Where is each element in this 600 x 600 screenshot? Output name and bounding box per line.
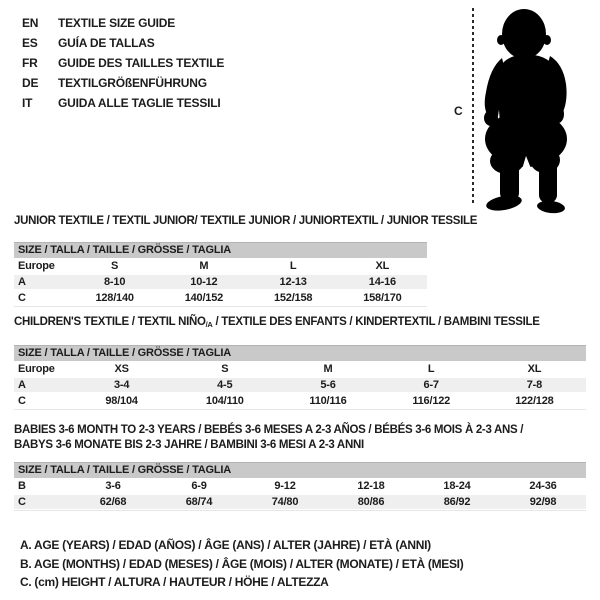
row-label: Europe bbox=[18, 363, 55, 375]
table-cell: 12-13 bbox=[279, 276, 307, 288]
language-title: TEXTILE SIZE GUIDE bbox=[58, 16, 176, 30]
language-code: DE bbox=[22, 76, 39, 90]
children-title-part: / TEXTILE DES ENFANTS / KINDERTEXTIL / B… bbox=[212, 316, 540, 328]
table-cell: 5-6 bbox=[320, 379, 336, 391]
table-cell: 158/170 bbox=[363, 292, 402, 304]
babies-section-title: BABIES 3-6 MONTH TO 2-3 YEARS / BEBÉS 3-… bbox=[14, 424, 524, 451]
table-row: Europe S M L XL bbox=[14, 258, 427, 274]
size-header-bar: SIZE / TALLA / TAILLE / GRÖSSE / TAGLIA bbox=[14, 242, 427, 258]
table-cell: XL bbox=[375, 260, 390, 272]
table-cell: 128/140 bbox=[95, 292, 134, 304]
table-cell: 14-16 bbox=[368, 276, 396, 288]
table-cell: 9-12 bbox=[274, 480, 296, 492]
baby-silhouette-image bbox=[484, 9, 567, 214]
table-cell: 122/128 bbox=[515, 395, 554, 407]
height-dashed-line bbox=[472, 8, 474, 206]
table-cell: 6-9 bbox=[191, 480, 207, 492]
language-row: EN TEXTILE SIZE GUIDE bbox=[22, 13, 224, 33]
row-label: A bbox=[18, 379, 26, 391]
language-title: GUÍA DE TALLAS bbox=[58, 36, 155, 50]
table-row: A 3-4 4-5 5-6 6-7 7-8 bbox=[14, 377, 586, 393]
language-code: FR bbox=[22, 56, 38, 70]
babies-size-table: SIZE / TALLA / TAILLE / GRÖSSE / TAGLIA B… bbox=[14, 462, 586, 511]
row-label: C bbox=[18, 395, 26, 407]
table-cell: 3-4 bbox=[113, 379, 130, 391]
table-cell: 116/122 bbox=[412, 395, 451, 407]
language-title-list: EN TEXTILE SIZE GUIDE ES GUÍA DE TALLAS … bbox=[22, 13, 224, 113]
table-cell: 80/86 bbox=[357, 496, 385, 508]
table-row: A 8-10 10-12 12-13 14-16 bbox=[14, 274, 427, 290]
children-title-part: CHILDREN'S TEXTILE / TEXTIL NIÑO bbox=[14, 316, 206, 328]
junior-section-title: JUNIOR TEXTILE / TEXTIL JUNIOR/ TEXTILE … bbox=[14, 215, 478, 227]
table-row: B 3-6 6-9 9-12 12-18 18-24 24-36 bbox=[14, 478, 586, 494]
table-row: Europe XS S M L XL bbox=[14, 361, 586, 377]
children-size-table: SIZE / TALLA / TAILLE / GRÖSSE / TAGLIA E… bbox=[14, 345, 586, 410]
language-row: DE TEXTILGRÖßENFÜHRUNG bbox=[22, 73, 224, 93]
note-age-years: A. AGE (YEARS) / EDAD (AÑOS) / ÂGE (ANS)… bbox=[20, 538, 431, 552]
table-cell: 12-18 bbox=[357, 480, 385, 492]
table-cell: 4-5 bbox=[217, 379, 233, 391]
table-cell: 18-24 bbox=[443, 480, 471, 492]
size-header-bar: SIZE / TALLA / TAILLE / GRÖSSE / TAGLIA bbox=[14, 462, 586, 478]
language-row: FR GUIDE DES TAILLES TEXTILE bbox=[22, 53, 224, 73]
language-row: ES GUÍA DE TALLAS bbox=[22, 33, 224, 53]
language-code: EN bbox=[22, 16, 39, 30]
table-cell: S bbox=[221, 363, 229, 375]
junior-size-table: SIZE / TALLA / TAILLE / GRÖSSE / TAGLIA E… bbox=[14, 242, 427, 307]
row-label: C bbox=[18, 496, 26, 508]
table-cell: 86/92 bbox=[443, 496, 471, 508]
table-cell: XL bbox=[527, 363, 542, 375]
table-cell: 6-7 bbox=[423, 379, 440, 391]
table-cell: S bbox=[111, 260, 119, 272]
language-code: IT bbox=[22, 96, 33, 110]
children-title-subscript: /A bbox=[205, 320, 213, 329]
table-cell: 98/104 bbox=[105, 395, 138, 407]
legend-notes: A. AGE (YEARS) / EDAD (AÑOS) / ÂGE (ANS)… bbox=[20, 536, 464, 592]
table-cell: 10-12 bbox=[190, 276, 218, 288]
table-cell: 62/68 bbox=[99, 496, 127, 508]
table-cell: M bbox=[199, 260, 209, 272]
table-cell: 7-8 bbox=[526, 379, 543, 391]
language-code: ES bbox=[22, 36, 38, 50]
table-cell: 104/110 bbox=[205, 395, 244, 407]
table-cell: XS bbox=[114, 363, 129, 375]
babies-title-line1: BABIES 3-6 MONTH TO 2-3 YEARS / BEBÉS 3-… bbox=[14, 424, 524, 436]
table-cell: M bbox=[323, 363, 333, 375]
babies-title-line2: BABYS 3-6 MONATE BIS 2-3 JAHRE / BAMBINI… bbox=[14, 439, 364, 451]
language-title: GUIDA ALLE TAGLIE TESSILI bbox=[58, 96, 221, 110]
language-title: TEXTILGRÖßENFÜHRUNG bbox=[58, 76, 207, 90]
table-cell: 3-6 bbox=[105, 480, 121, 492]
table-cell: 110/116 bbox=[309, 395, 347, 407]
note-age-months: B. AGE (MONTHS) / EDAD (MESES) / ÂGE (MO… bbox=[20, 556, 464, 571]
height-measure-label: C bbox=[454, 104, 463, 118]
table-cell: 152/158 bbox=[273, 292, 313, 304]
table-row: C 62/68 68/74 74/80 80/86 86/92 92/98 bbox=[14, 494, 586, 510]
size-header-bar: SIZE / TALLA / TAILLE / GRÖSSE / TAGLIA bbox=[14, 345, 586, 361]
table-cell: 140/152 bbox=[184, 292, 224, 304]
language-row: IT GUIDA ALLE TAGLIE TESSILI bbox=[22, 93, 224, 113]
table-cell: 24-36 bbox=[529, 480, 557, 492]
row-label: A bbox=[18, 276, 26, 288]
table-row: C 98/104 104/110 110/116 116/122 122/128 bbox=[14, 393, 586, 409]
row-label: Europe bbox=[18, 260, 55, 272]
table-cell: L bbox=[427, 363, 435, 375]
table-row: C 128/140 140/152 152/158 158/170 bbox=[14, 290, 427, 306]
language-title: GUIDE DES TAILLES TEXTILE bbox=[58, 56, 225, 70]
table-cell: 92/98 bbox=[529, 496, 557, 508]
table-cell: 68/74 bbox=[185, 496, 213, 508]
note-height-cm: C. (cm) HEIGHT / ALTURA / HAUTEUR / HÖHE… bbox=[20, 575, 329, 589]
table-cell: L bbox=[289, 260, 297, 272]
children-section-title: CHILDREN'S TEXTILE / TEXTIL NIÑO/A / TEX… bbox=[14, 316, 540, 329]
table-cell: 74/80 bbox=[271, 496, 299, 508]
table-cell: 8-10 bbox=[104, 276, 126, 288]
row-label: B bbox=[18, 480, 26, 492]
row-label: C bbox=[18, 292, 26, 304]
